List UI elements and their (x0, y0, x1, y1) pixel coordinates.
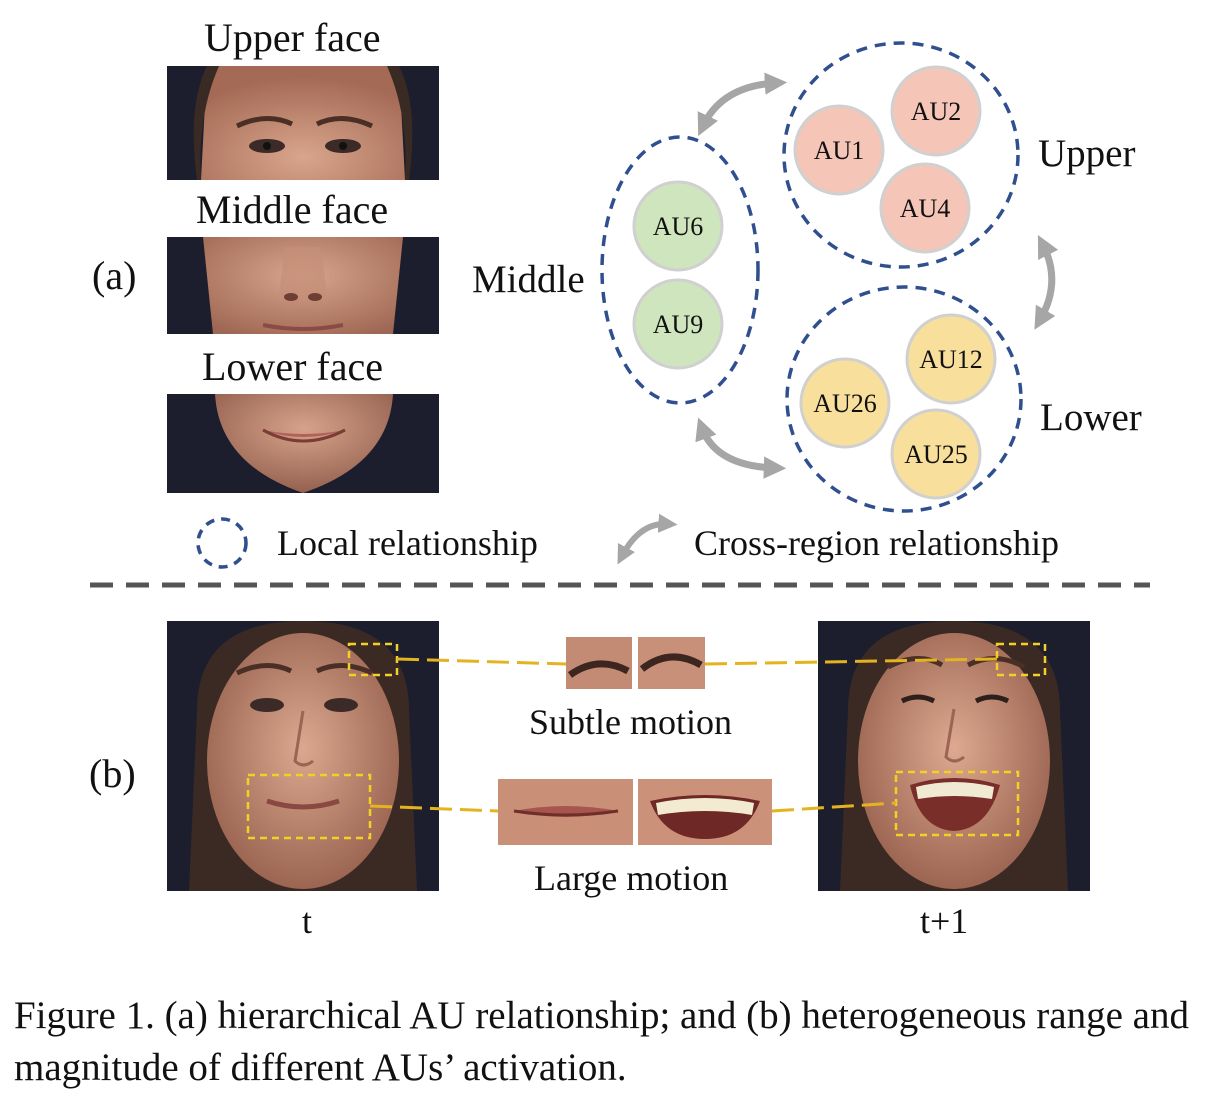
mouth-box-t (246, 773, 372, 840)
cross-arrow-middle-upper (697, 72, 788, 137)
au25-label: AU25 (904, 440, 968, 469)
cross-region-icon (617, 513, 678, 565)
upper-group-outline (782, 41, 1020, 269)
brow-connector-right (704, 657, 998, 666)
cross-arrow-upper-lower (1034, 235, 1059, 330)
lower-face-photo (167, 394, 439, 493)
au9-label: AU9 (653, 310, 704, 339)
cross-arrow-middle-lower (695, 417, 787, 479)
brow-crop-t1 (638, 637, 705, 689)
brow-box-t (347, 642, 399, 677)
au12-node (905, 313, 997, 405)
upper-face-photo (167, 66, 439, 180)
au4-node (879, 162, 971, 254)
lower-region-label: Lower (1040, 396, 1142, 439)
au26-label: AU26 (813, 389, 877, 418)
subtle-motion-label: Subtle motion (529, 702, 733, 742)
brow-connector-left (396, 657, 567, 666)
mouth-crop-t (498, 779, 633, 845)
au25-node (890, 408, 982, 500)
middle-region-label: Middle (472, 258, 585, 301)
middle-face-title: Middle face (196, 187, 389, 232)
mouth-connector-right (771, 801, 897, 813)
au-relationship-diagram: AU1 AU2 AU4 AU6 AU9 AU12 AU26 AU25 Upper… (90, 41, 1150, 588)
middle-group-outline (600, 135, 760, 405)
au2-label: AU2 (911, 97, 962, 126)
panel-a-label: (a) (92, 253, 137, 298)
upper-face-title: Upper face (204, 15, 381, 60)
frame-t-label: t (302, 901, 313, 941)
legend-cross-label: Cross-region relationship (694, 523, 1059, 563)
au1-node (793, 104, 885, 196)
lower-face-title: Lower face (202, 344, 383, 389)
brow-box-t1 (995, 642, 1047, 677)
brow-crop-t (566, 637, 632, 689)
panel-b-label: (b) (89, 751, 136, 796)
au6-label: AU6 (653, 212, 704, 241)
frame-t1-label: t+1 (920, 901, 969, 941)
lower-group-outline (785, 285, 1023, 513)
au9-node (632, 278, 724, 370)
upper-region-label: Upper (1038, 132, 1135, 175)
mouth-connector-left (369, 804, 499, 813)
figure-caption: Figure 1. (a) hierarchical AU relationsh… (14, 994, 1189, 1089)
au26-node (799, 357, 891, 449)
mouth-crop-t1 (638, 779, 772, 845)
au6-node (632, 180, 724, 272)
motion-highlights (246, 642, 1047, 840)
au4-label: AU4 (900, 194, 951, 223)
au2-node (890, 65, 982, 157)
au12-label: AU12 (919, 345, 983, 374)
mouth-box-t1 (894, 770, 1020, 837)
face-frame-t (167, 621, 439, 891)
middle-face-photo (167, 237, 439, 334)
large-motion-label: Large motion (534, 858, 729, 898)
au1-label: AU1 (814, 136, 865, 165)
face-frame-t1 (818, 621, 1090, 891)
legend-local-label: Local relationship (277, 523, 538, 563)
local-relationship-icon (196, 517, 248, 569)
